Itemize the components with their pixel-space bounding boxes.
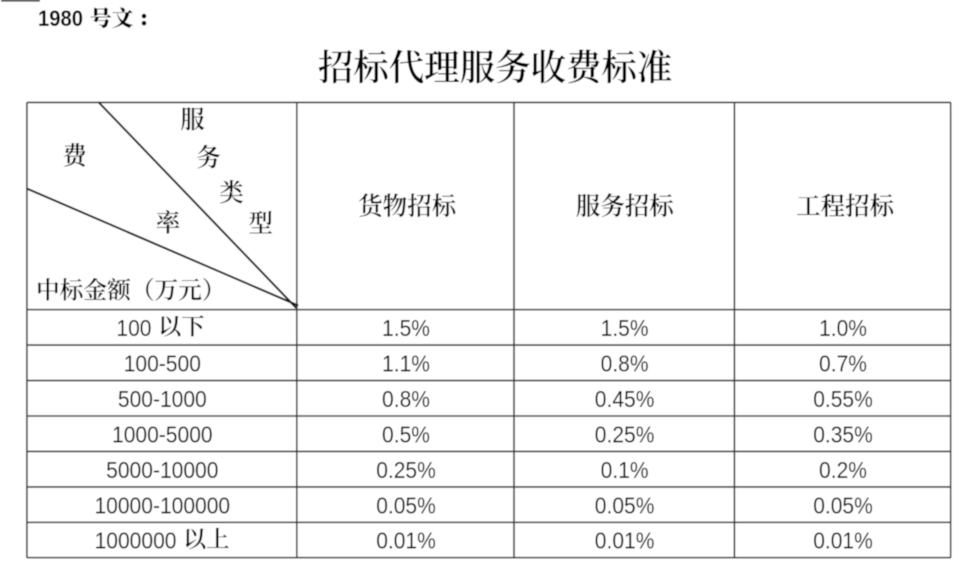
svg-text:0.05%: 0.05%	[376, 492, 436, 518]
svg-text:0.1%: 0.1%	[601, 457, 649, 483]
svg-text:0.01%: 0.01%	[595, 528, 655, 554]
svg-text:100: 100	[116, 315, 151, 341]
svg-text:1.1%: 1.1%	[382, 350, 430, 376]
svg-text:0.05%: 0.05%	[595, 492, 655, 518]
svg-text:0.45%: 0.45%	[595, 386, 655, 412]
svg-text:0.7%: 0.7%	[819, 350, 867, 376]
svg-text:100-500: 100-500	[124, 350, 201, 376]
svg-text:1000000: 1000000	[95, 528, 177, 554]
svg-text:0.55%: 0.55%	[813, 386, 873, 412]
svg-text:1.5%: 1.5%	[601, 315, 649, 341]
svg-text:0.01%: 0.01%	[813, 528, 873, 554]
svg-text:0.2%: 0.2%	[819, 457, 867, 483]
svg-text:0.25%: 0.25%	[595, 421, 655, 447]
svg-text:0.8%: 0.8%	[382, 386, 430, 412]
svg-text:500-1000: 500-1000	[118, 386, 207, 412]
svg-text:0.05%: 0.05%	[813, 492, 873, 518]
svg-text:0.25%: 0.25%	[376, 457, 436, 483]
svg-text:0.35%: 0.35%	[813, 421, 873, 447]
svg-text:0.5%: 0.5%	[382, 421, 430, 447]
svg-text:10000-100000: 10000-100000	[94, 492, 230, 518]
svg-text:5000-10000: 5000-10000	[106, 457, 218, 483]
svg-text:1.0%: 1.0%	[819, 315, 867, 341]
svg-text:0.8%: 0.8%	[601, 350, 649, 376]
svg-text:1980: 1980	[38, 6, 83, 31]
svg-text:0.01%: 0.01%	[376, 528, 436, 554]
svg-text:1.5%: 1.5%	[382, 315, 430, 341]
svg-text:1000-5000: 1000-5000	[112, 421, 213, 447]
